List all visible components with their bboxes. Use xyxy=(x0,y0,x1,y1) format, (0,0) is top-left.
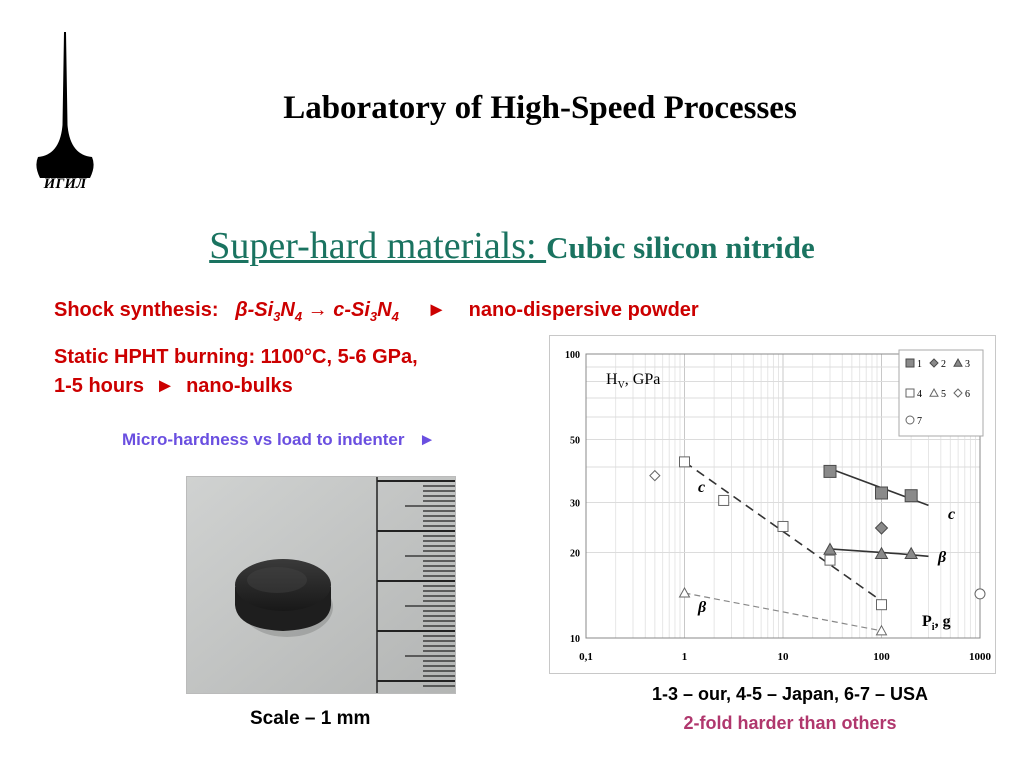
trend-line xyxy=(684,592,882,632)
slide-subtitle: Super-hard materials: Cubic silicon nitr… xyxy=(0,224,1024,268)
hpht-block: Static HPHT burning: 1100°C, 5-6 GPa, 1-… xyxy=(54,343,418,401)
data-point-square xyxy=(679,456,690,468)
formula-n: N xyxy=(280,299,295,321)
plot-area-border xyxy=(585,353,981,639)
series-5 xyxy=(678,586,888,636)
data-point-square xyxy=(876,599,887,611)
x-tick-label: 100 xyxy=(873,651,890,663)
data-point-square xyxy=(823,464,837,478)
data-point-triangle xyxy=(823,542,837,555)
data-point-square xyxy=(718,494,730,506)
y-tick-label: 30 xyxy=(570,498,580,509)
legend-label: 6 xyxy=(965,389,970,400)
y-axis-title-sub: V xyxy=(618,380,626,391)
data-point-triangle xyxy=(904,546,919,560)
series-3 xyxy=(823,542,919,560)
legend-label: 1 xyxy=(917,359,922,370)
formula-sub: 4 xyxy=(294,309,303,324)
origin-note: 1-3 – our, 4-5 – Japan, 6-7 – USA xyxy=(651,684,929,704)
data-point-square xyxy=(824,554,836,566)
y-tick-label: 10 xyxy=(570,634,580,645)
trend-line-label: β xyxy=(937,549,947,566)
legend-label: 2 xyxy=(941,359,946,370)
x-axis-title: Pi, g xyxy=(922,613,951,633)
pointer-icon: ► xyxy=(426,299,447,321)
y-tick-label: 50 xyxy=(570,435,580,446)
data-point-diamond xyxy=(874,521,889,535)
data-point-triangle xyxy=(874,546,889,560)
y-tick-label: 20 xyxy=(570,549,580,560)
hardness-label: Micro-hardness vs load to indenter ► xyxy=(122,430,435,450)
data-point-diamond xyxy=(649,469,661,482)
photo-caption: Scale – 1 mm xyxy=(250,708,371,729)
legend-label: 5 xyxy=(941,389,946,400)
shock-synthesis-line: Shock synthesis: β-Si3N4 → c-Si3N4 ► nan… xyxy=(54,299,699,324)
series-2 xyxy=(874,521,889,535)
shock-product: nano-dispersive powder xyxy=(468,299,699,321)
hpht-line1: Static HPHT burning: 1100°C, 5-6 GPa, xyxy=(54,346,418,368)
data-point-triangle xyxy=(678,586,691,598)
page-title: Laboratory of High-Speed Processes xyxy=(283,90,797,126)
data-point-diamond xyxy=(929,358,939,368)
ruler-ticks xyxy=(376,477,455,693)
x-axis-title-sub: i xyxy=(932,622,935,633)
series-1 xyxy=(823,464,918,503)
series-6 xyxy=(649,469,661,482)
data-point-triangle xyxy=(875,624,888,636)
pointer-icon: ► xyxy=(418,430,436,449)
x-tick-label: 1000 xyxy=(969,651,992,663)
legend-label: 3 xyxy=(965,359,970,370)
hardness-label-text: Micro-hardness vs load to indenter xyxy=(122,430,405,449)
institute-logo: ИГИЛ xyxy=(36,32,94,190)
formula-beta: β-Si xyxy=(235,299,274,321)
data-point-diamond xyxy=(953,388,963,398)
subtitle-main: Super-hard materials: xyxy=(209,225,547,267)
series-4 xyxy=(679,456,887,611)
data-point-square xyxy=(777,520,789,532)
trend-line-label: c xyxy=(948,506,955,523)
trend-line-label: β xyxy=(697,599,707,616)
legend-label: 4 xyxy=(917,389,922,400)
data-point-square xyxy=(905,388,915,398)
data-point-circle xyxy=(974,588,986,600)
hpht-duration: 1-5 hours xyxy=(54,375,145,397)
formula-sub: 3 xyxy=(273,309,281,324)
trend-line xyxy=(829,548,929,558)
pointer-icon: ► xyxy=(155,375,175,397)
formula-c: c-Si xyxy=(333,299,370,321)
subtitle-rest: Cubic silicon nitride xyxy=(546,230,815,265)
comparison-note: 2-fold harder than others xyxy=(683,713,897,733)
hpht-product: nano-bulks xyxy=(186,375,293,397)
formula-arrow: → xyxy=(307,299,328,321)
legend-label: 7 xyxy=(917,416,922,427)
y-tick-label: 100 xyxy=(565,350,580,361)
formula-sub: 3 xyxy=(369,309,378,324)
logo-text: ИГИЛ xyxy=(43,176,87,190)
data-point-triangle xyxy=(929,387,939,397)
chart-legend: 1 2 3 4 5 6 7 xyxy=(898,349,984,437)
formula-sub: 4 xyxy=(391,309,399,324)
formula-n: N xyxy=(377,299,392,321)
sample-photo xyxy=(186,476,456,694)
data-point-triangle xyxy=(953,357,963,367)
x-tick-label: 1 xyxy=(682,651,688,663)
data-point-square xyxy=(905,358,915,368)
y-axis-title-unit: , GPa xyxy=(625,371,661,388)
hpht-line2: 1-5 hours ► nano-bulks xyxy=(54,372,418,401)
x-axis-title-unit: , g xyxy=(935,613,951,630)
series-7 xyxy=(974,588,986,600)
sample-photo-image xyxy=(187,477,455,693)
x-tick-label: 0,1 xyxy=(579,651,593,663)
data-point-square xyxy=(875,486,888,500)
x-tick-label: 10 xyxy=(778,651,790,663)
data-point-circle xyxy=(905,415,915,425)
shock-label: Shock synthesis: xyxy=(54,299,219,321)
trend-line-label: c xyxy=(698,479,705,496)
data-point-square xyxy=(904,489,918,503)
